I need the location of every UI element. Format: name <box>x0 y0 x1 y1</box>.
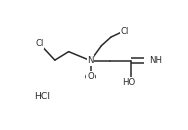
Text: HO: HO <box>123 78 136 87</box>
Text: Cl: Cl <box>121 27 129 36</box>
Text: O: O <box>87 72 94 81</box>
Text: Cl: Cl <box>35 39 44 48</box>
Text: N: N <box>87 56 94 65</box>
Text: HCl: HCl <box>34 92 50 101</box>
Text: NH: NH <box>149 56 162 65</box>
